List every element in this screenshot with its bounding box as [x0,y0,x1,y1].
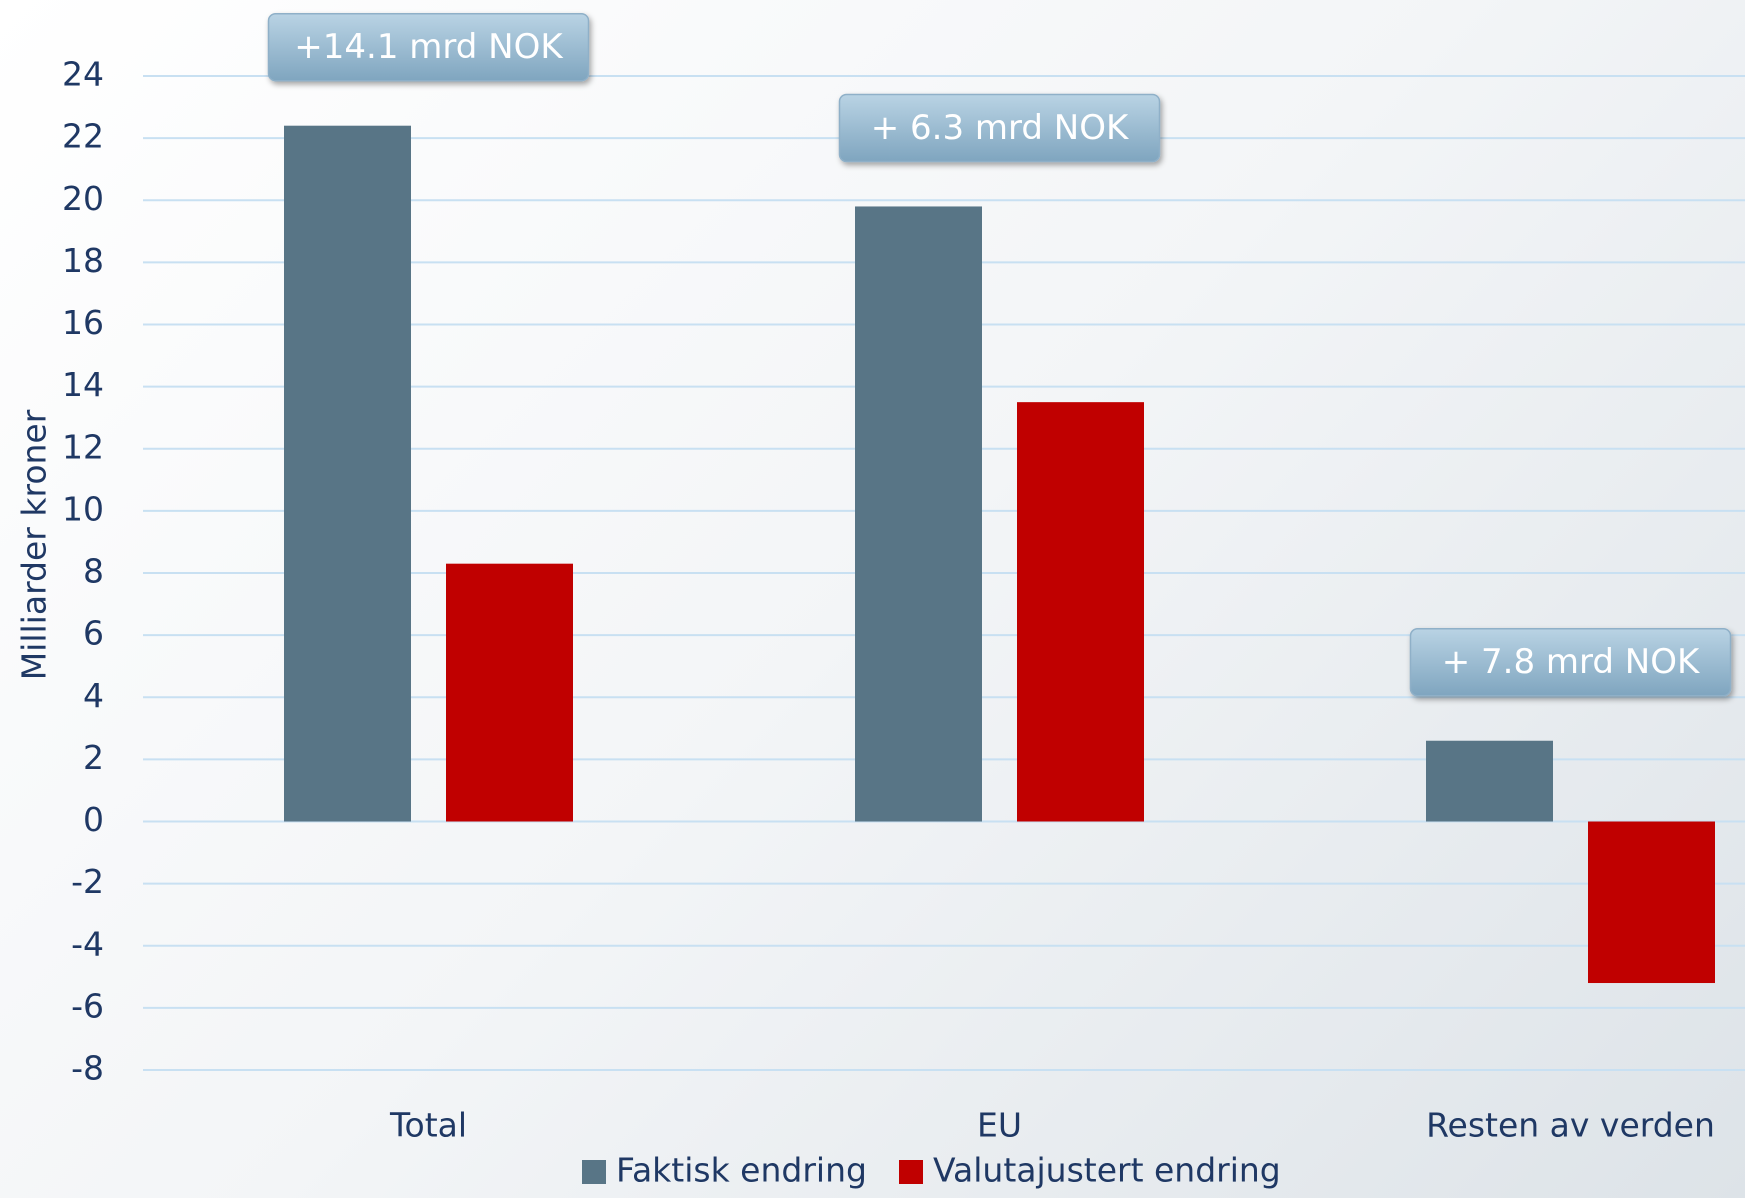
y-tick-label: 24 [62,55,104,94]
y-tick-label: 20 [62,179,104,218]
y-tick-label: 22 [62,117,104,156]
bar [284,125,411,822]
y-tick-label: 12 [62,427,104,466]
annotation-box [267,12,590,82]
y-tick-label: 2 [83,738,104,777]
y-tick-label: -4 [71,924,104,963]
y-tick-label: -2 [71,862,104,901]
annotation: +14.1 mrd NOK [294,27,564,67]
y-tick-label: -8 [71,1049,104,1088]
annotation: + 6.3 mrd NOK [871,108,1130,148]
bar [1017,402,1144,822]
y-tick-label: 4 [83,676,104,715]
annotation: + 7.8 mrd NOK [1442,642,1701,682]
y-tick-label: -6 [71,986,104,1025]
y-tick-label: 16 [62,303,104,342]
y-tick-label: 18 [62,241,104,280]
y-tick-label: 0 [83,800,104,839]
y-axis-label: Milliarder kroner [15,409,54,680]
legend-swatch [899,1160,923,1184]
x-tick-label: Total [389,1106,467,1145]
legend-swatch [582,1160,606,1184]
y-tick-label: 8 [83,552,104,591]
bar [446,563,573,822]
legend-label: Faktisk endring [616,1151,867,1190]
bar [855,206,982,822]
legend-label: Valutajustert endring [933,1151,1281,1190]
annotation-box [1409,627,1732,697]
x-tick-label: EU [977,1106,1022,1145]
y-tick-label: 6 [83,614,104,653]
y-tick-label: 14 [62,365,104,404]
x-tick-label: Resten av verden [1426,1106,1715,1145]
annotation-box [838,93,1161,163]
bar [1426,740,1553,822]
bar [1588,821,1715,984]
y-tick-label: 10 [62,489,104,528]
